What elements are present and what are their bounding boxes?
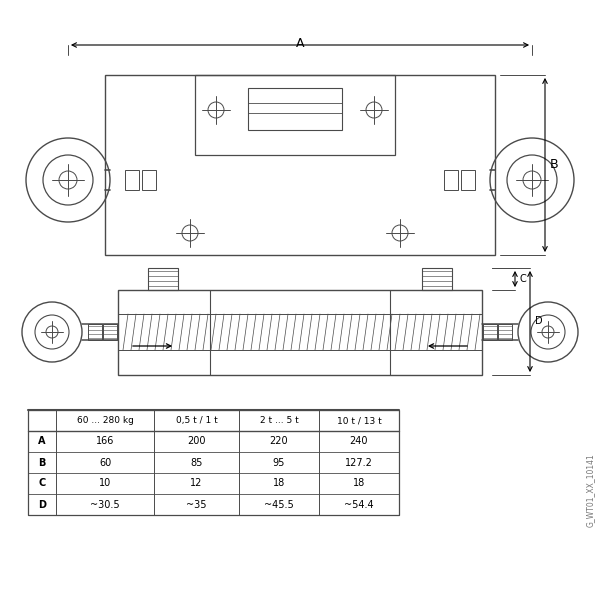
Text: 2 t ... 5 t: 2 t ... 5 t bbox=[260, 416, 298, 425]
Text: 12: 12 bbox=[190, 479, 203, 488]
Text: C: C bbox=[520, 274, 527, 284]
Text: D: D bbox=[535, 317, 542, 326]
Text: 10 t / 13 t: 10 t / 13 t bbox=[337, 416, 382, 425]
Text: 85: 85 bbox=[190, 457, 203, 467]
Text: 10: 10 bbox=[99, 479, 111, 488]
Text: A: A bbox=[296, 37, 304, 50]
Bar bbox=[461, 170, 475, 190]
Text: ~35: ~35 bbox=[186, 499, 207, 509]
Bar bbox=[88, 324, 102, 340]
Bar bbox=[422, 268, 452, 290]
Bar bbox=[142, 170, 156, 190]
Text: G_WT01_XX_10141: G_WT01_XX_10141 bbox=[586, 453, 595, 527]
Text: ~30.5: ~30.5 bbox=[90, 499, 120, 509]
Text: B: B bbox=[550, 158, 559, 172]
Text: ~54.4: ~54.4 bbox=[344, 499, 374, 509]
Bar bbox=[444, 170, 458, 190]
Text: 0,5 t / 1 t: 0,5 t / 1 t bbox=[176, 416, 217, 425]
Text: D: D bbox=[38, 499, 46, 509]
Text: C: C bbox=[38, 479, 46, 488]
Bar bbox=[28, 410, 399, 515]
Bar bbox=[498, 324, 512, 340]
Bar bbox=[118, 290, 482, 375]
Text: 220: 220 bbox=[269, 437, 289, 446]
Bar bbox=[248, 88, 342, 130]
Text: 18: 18 bbox=[353, 479, 365, 488]
Text: 95: 95 bbox=[273, 457, 285, 467]
Text: 60 ... 280 kg: 60 ... 280 kg bbox=[77, 416, 133, 425]
Text: ~45.5: ~45.5 bbox=[264, 499, 294, 509]
Bar bbox=[483, 324, 497, 340]
Bar bbox=[148, 268, 178, 290]
Text: 127.2: 127.2 bbox=[345, 457, 373, 467]
Bar bbox=[125, 170, 139, 190]
Text: 240: 240 bbox=[350, 437, 368, 446]
Text: 60: 60 bbox=[99, 457, 111, 467]
Text: 18: 18 bbox=[273, 479, 285, 488]
Bar bbox=[105, 75, 495, 255]
Text: A: A bbox=[38, 437, 46, 446]
Text: 166: 166 bbox=[96, 437, 114, 446]
Bar bbox=[195, 75, 395, 155]
Bar bbox=[103, 324, 117, 340]
Text: 200: 200 bbox=[187, 437, 206, 446]
Text: B: B bbox=[38, 457, 46, 467]
